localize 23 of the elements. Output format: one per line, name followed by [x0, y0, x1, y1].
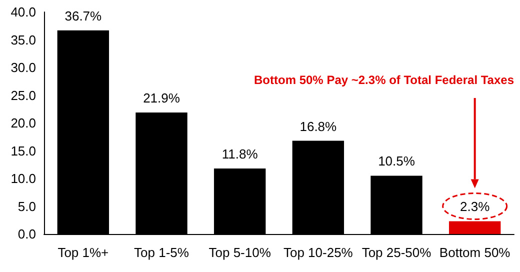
- y-tick-label: 40.0: [10, 4, 36, 20]
- y-tick-label: 30.0: [10, 60, 36, 75]
- data-label: 2.3%: [460, 199, 490, 214]
- x-tick-label: Top 1%+: [58, 245, 109, 260]
- annotation: Bottom 50% Pay ~2.3% of Total Federal Taxes: [254, 73, 514, 87]
- x-tick-label: Top 10-25%: [283, 245, 354, 260]
- y-tick-label: 25.0: [10, 88, 36, 103]
- data-label: 11.8%: [222, 146, 258, 162]
- y-tick-label: 5.0: [18, 198, 36, 214]
- y-tick-label: 20.0: [10, 116, 36, 130]
- bar: [448, 221, 501, 234]
- data-label: 10.5%: [378, 154, 416, 169]
- x-tick-label: Bottom 50%: [439, 245, 511, 260]
- y-tick-label: 0.0: [18, 226, 36, 242]
- x-tick-label: Top 1-5%: [134, 245, 190, 260]
- y-tick-label: 35.0: [10, 32, 36, 48]
- y-tick-label: 10.0: [10, 171, 36, 186]
- x-tick-label: Top 25-50%: [362, 245, 432, 260]
- y-tick-label: 15.0: [10, 143, 36, 158]
- data-label: 36.7%: [64, 8, 102, 24]
- data-label: 21.9%: [143, 90, 180, 106]
- data-label: 16.8%: [300, 118, 338, 134]
- x-tick-label: Top 5-10%: [208, 245, 272, 260]
